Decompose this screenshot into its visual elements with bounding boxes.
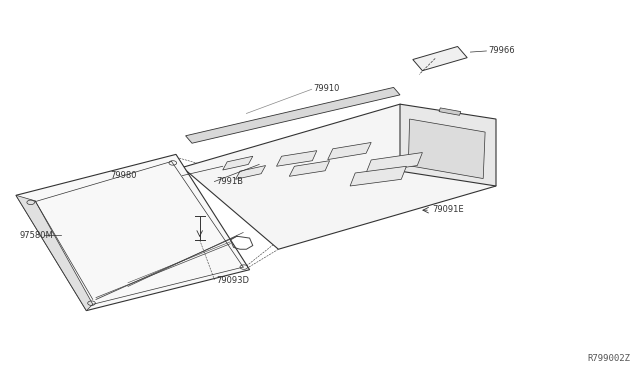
Text: 79910: 79910 [314, 84, 340, 93]
Polygon shape [408, 119, 485, 179]
Text: R799002Z: R799002Z [588, 354, 630, 363]
Polygon shape [439, 108, 461, 115]
Text: 79093D: 79093D [216, 276, 250, 285]
Polygon shape [186, 87, 400, 143]
Polygon shape [366, 153, 422, 173]
Polygon shape [236, 166, 266, 179]
Polygon shape [413, 46, 467, 71]
Text: 79966: 79966 [488, 46, 515, 55]
Text: 79091E: 79091E [432, 205, 463, 214]
Polygon shape [16, 195, 93, 311]
Polygon shape [16, 154, 250, 311]
Polygon shape [289, 161, 330, 176]
Polygon shape [400, 104, 496, 186]
Polygon shape [276, 151, 317, 166]
Polygon shape [223, 156, 253, 170]
Text: 97580M: 97580M [19, 231, 53, 240]
Text: 7991B: 7991B [216, 177, 243, 186]
Text: 79980: 79980 [110, 171, 136, 180]
Polygon shape [350, 166, 406, 186]
Polygon shape [182, 104, 496, 249]
Polygon shape [328, 142, 371, 160]
